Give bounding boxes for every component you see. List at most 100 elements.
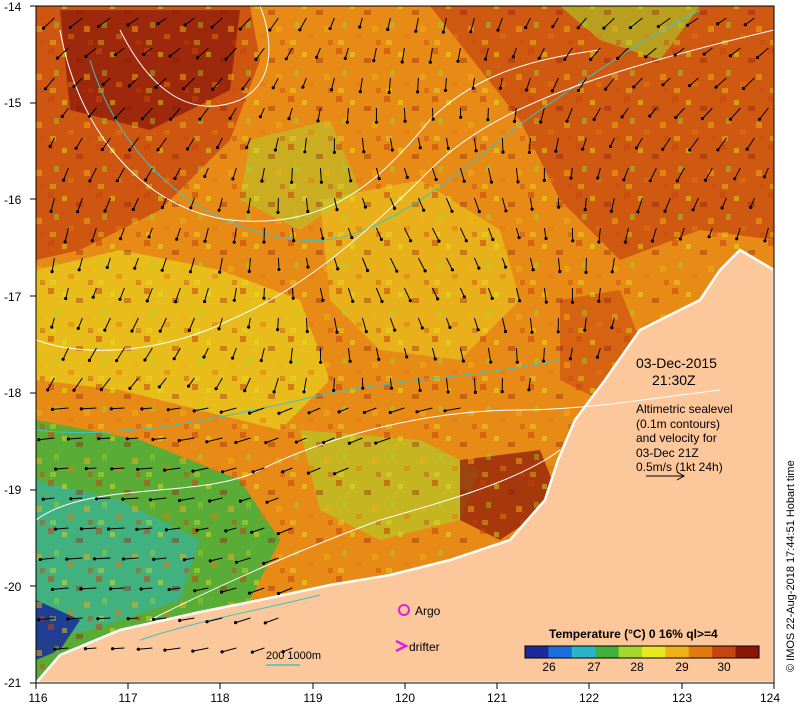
velocity-arrow-head [302, 390, 306, 394]
velocity-arrow-head [276, 591, 281, 596]
velocity-arrow [274, 137, 279, 151]
velocity-arrow [123, 557, 139, 560]
velocity-arrow-head [604, 87, 608, 91]
velocity-arrow [96, 497, 111, 500]
velocity-arrow [233, 227, 237, 243]
velocity-arrow-head [648, 114, 652, 118]
velocity-arrow-head [644, 55, 648, 59]
velocity-arrow-head [437, 239, 441, 243]
velocity-arrow [235, 617, 251, 624]
velocity-arrow-head [221, 470, 225, 474]
velocity-arrow [115, 47, 125, 56]
velocity-arrow-head [576, 88, 581, 93]
velocity-arrow-head [321, 298, 325, 302]
velocity-arrow [116, 347, 125, 361]
velocity-arrow [97, 617, 111, 620]
velocity-arrow [637, 197, 643, 212]
velocity-arrow-head [152, 557, 156, 562]
velocity-arrow [501, 197, 507, 211]
velocity-arrow-head [140, 407, 144, 411]
velocity-arrow-head [477, 266, 481, 270]
velocity-arrow [528, 377, 531, 390]
x-tick-label: 122 [578, 691, 600, 705]
velocity-arrow-head [306, 265, 310, 269]
velocity-arrow [763, 167, 769, 178]
velocity-arrow-head [443, 409, 447, 413]
velocity-arrow-head [133, 266, 137, 270]
velocity-arrow-head [208, 559, 212, 563]
isobath-lines [36, 9, 701, 641]
velocity-arrow-head [251, 470, 255, 474]
velocity-arrow-head [217, 327, 221, 331]
velocity-arrow [388, 77, 391, 93]
velocity-arrow [417, 317, 423, 329]
velocity-arrow-head [281, 650, 285, 654]
velocity-arrow-head [192, 409, 196, 413]
velocity-arrow [442, 17, 447, 33]
velocity-arrow-head [303, 150, 307, 154]
velocity-arrow-head [374, 120, 379, 124]
velocity-arrow-head [688, 148, 692, 152]
velocity-arrow [145, 167, 153, 181]
velocity-arrow [128, 77, 139, 87]
velocity-arrow [729, 47, 741, 57]
velocity-arrow [247, 197, 251, 212]
velocity-arrow [179, 617, 195, 621]
velocity-arrow-head [90, 239, 94, 243]
velocity-arrow [597, 167, 601, 179]
drifter-marker-icon [395, 639, 409, 653]
velocity-arrow-head [262, 561, 266, 566]
velocity-arrow [649, 167, 657, 182]
velocity-arrow [50, 197, 55, 212]
velocity-arrow [69, 17, 83, 28]
velocity-arrow [692, 197, 699, 211]
velocity-arrow-head [301, 85, 305, 89]
velocity-arrow-head [661, 147, 665, 151]
velocity-arrow-head [674, 115, 678, 120]
velocity-arrow-head [136, 647, 140, 651]
velocity-arrow [445, 77, 447, 91]
velocity-arrow [651, 227, 657, 242]
velocity-arrow-head [97, 437, 101, 441]
velocity-arrow [197, 47, 209, 59]
velocity-arrow [569, 347, 573, 359]
velocity-arrow-head [377, 357, 381, 361]
velocity-arrow-head [109, 407, 113, 411]
velocity-arrow [119, 287, 125, 300]
velocity-arrow-head [276, 328, 280, 332]
velocity-arrow-head [166, 408, 170, 412]
velocity-arrow [168, 407, 181, 411]
velocity-arrow-head [700, 117, 705, 121]
velocity-arrow-head [322, 440, 326, 445]
velocity-arrow [317, 107, 321, 121]
velocity-arrow-head [202, 355, 206, 359]
velocity-arrow [266, 497, 279, 503]
velocity-arrow-head [343, 56, 347, 61]
colorbar-segment [525, 646, 549, 658]
velocity-arrow [403, 287, 411, 301]
velocity-arrow [40, 557, 55, 560]
velocity-arrow [473, 377, 476, 393]
velocity-arrow-head [87, 114, 91, 118]
velocity-arrow-head [596, 176, 600, 180]
velocity-arrow [359, 77, 363, 92]
velocity-arrow-head [110, 467, 114, 471]
velocity-arrow [249, 407, 265, 414]
velocity-arrow [282, 647, 293, 653]
velocity-arrow [159, 377, 167, 388]
velocity-arrow-head [597, 299, 601, 303]
velocity-arrow-head [332, 150, 336, 154]
velocity-arrow [43, 17, 55, 29]
info-line: Altimetric sealevel [636, 402, 733, 416]
velocity-arrow-head [374, 441, 378, 445]
velocity-arrow-head [234, 560, 239, 564]
velocity-arrow [101, 137, 111, 150]
velocity-arrow-head [462, 179, 466, 183]
velocity-arrow-head [321, 236, 325, 240]
velocity-arrow-head [118, 237, 123, 241]
velocity-arrow [415, 17, 419, 32]
velocity-arrow [265, 437, 279, 444]
velocity-arrow [445, 317, 451, 328]
velocity-arrow [333, 257, 339, 270]
velocity-arrow [194, 407, 209, 412]
